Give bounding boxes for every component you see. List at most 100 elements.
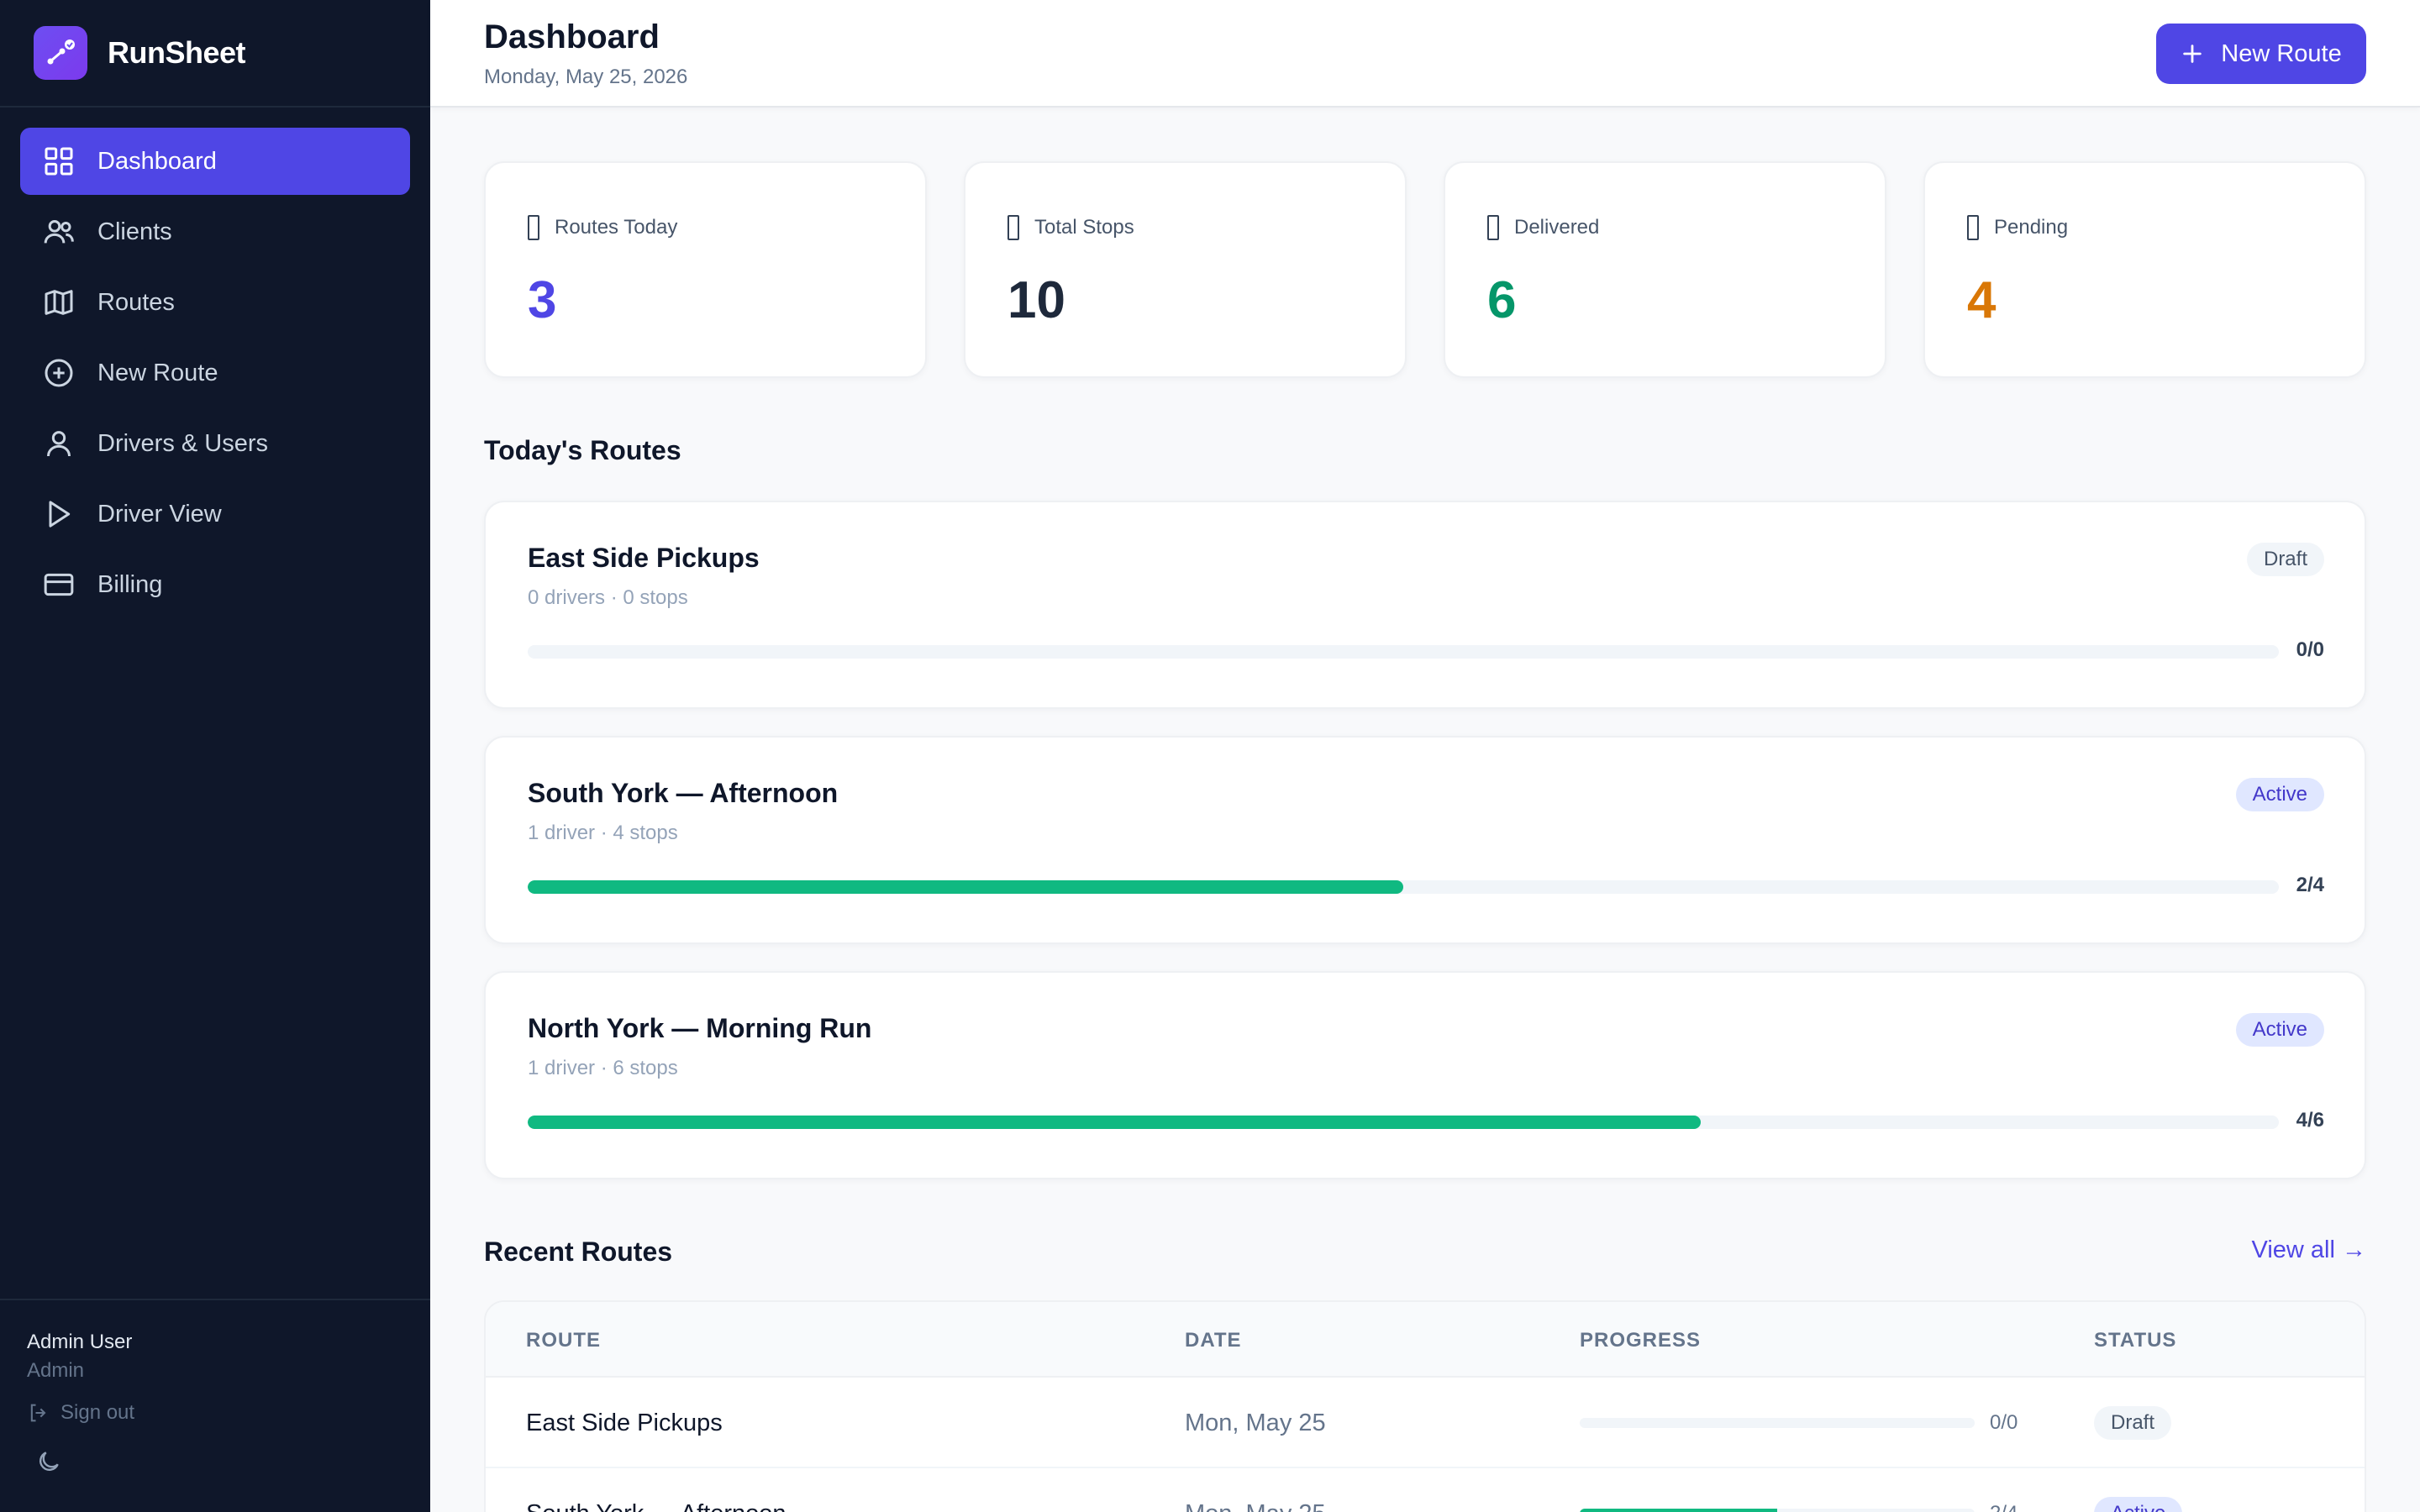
stat-card-total-stops: Total Stops 10 bbox=[964, 161, 1407, 378]
sidebar-item-label: Billing bbox=[97, 570, 163, 598]
status-badge: Draft bbox=[2246, 543, 2324, 576]
new-route-button[interactable]: New Route bbox=[2156, 24, 2366, 84]
cell-route: South York — Afternoon bbox=[526, 1500, 786, 1512]
progress-bar bbox=[1580, 1509, 1975, 1512]
route-meta: 0 drivers · 0 stops bbox=[528, 586, 688, 609]
user-icon bbox=[40, 425, 77, 462]
topbar: Dashboard Monday, May 25, 2026 New Route bbox=[430, 0, 2420, 108]
route-check-icon bbox=[34, 26, 87, 80]
cell-route: East Side Pickups bbox=[526, 1410, 723, 1436]
column-header-date[interactable]: DATE bbox=[1185, 1329, 1242, 1352]
status-badge: Active bbox=[2235, 1013, 2324, 1047]
theme-toggle-button[interactable] bbox=[35, 1448, 66, 1478]
progress-text: 2/4 bbox=[2296, 874, 2324, 896]
progress-text: 0/0 bbox=[2296, 638, 2324, 661]
sidebar-item-billing[interactable]: Billing bbox=[20, 551, 410, 618]
progress-fill bbox=[528, 1116, 1702, 1129]
route-name: South York — Afternoon bbox=[528, 778, 839, 808]
users-icon bbox=[40, 213, 77, 250]
page-date: Monday, May 25, 2026 bbox=[484, 66, 688, 88]
column-header-progress[interactable]: PROGRESS bbox=[1580, 1329, 1702, 1352]
new-route-label: New Route bbox=[2221, 39, 2342, 67]
recent-routes-table: ROUTE DATE PROGRESS STATUS East Side Pic… bbox=[484, 1300, 2366, 1512]
stat-icon bbox=[1007, 215, 1019, 240]
sidebar-item-label: Drivers & Users bbox=[97, 429, 269, 457]
route-card-1[interactable]: South York — Afternoon 1 driver · 4 stop… bbox=[484, 736, 2366, 944]
stat-card-routes-today: Routes Today 3 bbox=[484, 161, 927, 378]
sidebar-item-new-route[interactable]: New Route bbox=[20, 339, 410, 407]
progress-bar bbox=[528, 880, 2279, 894]
route-card-2[interactable]: North York — Morning Run 1 driver · 6 st… bbox=[484, 971, 2366, 1179]
sidebar-item-clients[interactable]: Clients bbox=[20, 198, 410, 265]
cell-date: Mon, May 25 bbox=[1185, 1410, 1326, 1436]
plus-icon bbox=[2183, 45, 2202, 63]
cell-progress-text: 0/0 bbox=[1990, 1411, 2018, 1434]
status-badge: Active bbox=[2235, 778, 2324, 811]
sidebar-item-label: Driver View bbox=[97, 500, 222, 528]
stat-icon bbox=[1487, 215, 1499, 240]
status-badge: Draft bbox=[2094, 1406, 2172, 1440]
stat-icon bbox=[528, 215, 539, 240]
sidebar-item-drivers-users[interactable]: Drivers & Users bbox=[20, 410, 410, 477]
sign-out-link[interactable]: Sign out bbox=[27, 1401, 403, 1425]
grid-icon bbox=[40, 143, 77, 180]
todays-routes-title: Today's Routes bbox=[484, 435, 681, 465]
route-meta: 1 driver · 4 stops bbox=[528, 822, 678, 844]
status-badge: Active bbox=[2094, 1497, 2183, 1512]
map-icon bbox=[40, 284, 77, 321]
sidebar-item-label: Dashboard bbox=[97, 147, 217, 175]
progress-text: 4/6 bbox=[2296, 1109, 2324, 1131]
route-name: East Side Pickups bbox=[528, 543, 760, 573]
sidebar-footer: Admin User Admin Sign out bbox=[0, 1299, 430, 1512]
main-content: Dashboard Monday, May 25, 2026 New Route… bbox=[430, 0, 2420, 1512]
sidebar-item-label: Routes bbox=[97, 288, 175, 316]
recent-routes-title: Recent Routes bbox=[484, 1236, 673, 1267]
cell-progress-text: 2/4 bbox=[1990, 1502, 2018, 1512]
column-header-status[interactable]: STATUS bbox=[2094, 1329, 2177, 1352]
sidebar-item-routes[interactable]: Routes bbox=[20, 269, 410, 336]
page-title: Dashboard bbox=[484, 18, 660, 55]
cell-date: Mon, May 25 bbox=[1185, 1500, 1326, 1512]
stat-label: Pending bbox=[1994, 216, 2069, 239]
stat-label: Total Stops bbox=[1034, 216, 1134, 239]
stat-label: Delivered bbox=[1514, 216, 1600, 239]
route-card-0[interactable]: East Side Pickups 0 drivers · 0 stops Dr… bbox=[484, 501, 2366, 709]
user-name: Admin User bbox=[27, 1331, 133, 1353]
stat-value: 4 bbox=[1967, 271, 1996, 329]
table-row[interactable]: East Side Pickups Mon, May 25 0/0 Draft bbox=[486, 1378, 2365, 1468]
progress-fill bbox=[1580, 1509, 1777, 1512]
sign-out-icon bbox=[30, 1404, 46, 1422]
credit-card-icon bbox=[40, 566, 77, 603]
stat-value: 10 bbox=[1007, 271, 1065, 329]
stats-row: Routes Today 3 Total Stops 10 Delivered … bbox=[484, 161, 2366, 378]
stat-label: Routes Today bbox=[555, 216, 678, 239]
brand[interactable]: RunSheet bbox=[0, 0, 430, 108]
sidebar-item-label: New Route bbox=[97, 359, 218, 386]
sidebar-item-dashboard[interactable]: Dashboard bbox=[20, 128, 410, 195]
progress-bar bbox=[528, 1116, 2279, 1129]
sidebar: RunSheet Dashboard Clients Routes New Ro… bbox=[0, 0, 430, 1512]
progress-bar bbox=[1580, 1418, 1975, 1428]
sidebar-item-driver-view[interactable]: Driver View bbox=[20, 480, 410, 548]
sign-out-label: Sign out bbox=[60, 1401, 135, 1424]
stat-value: 6 bbox=[1487, 271, 1517, 329]
plus-circle-icon bbox=[40, 354, 77, 391]
stat-icon bbox=[1967, 215, 1979, 240]
stat-value: 3 bbox=[528, 271, 557, 329]
progress-fill bbox=[528, 880, 1403, 894]
table-header: ROUTE DATE PROGRESS STATUS bbox=[486, 1302, 2365, 1378]
user-role: Admin bbox=[27, 1359, 85, 1382]
stat-card-pending: Pending 4 bbox=[1923, 161, 2366, 378]
table-row[interactable]: South York — Afternoon Mon, May 25 2/4 A… bbox=[486, 1468, 2365, 1512]
moon-icon bbox=[39, 1452, 59, 1471]
brand-name: RunSheet bbox=[108, 35, 246, 70]
stat-card-delivered: Delivered 6 bbox=[1444, 161, 1886, 378]
route-meta: 1 driver · 6 stops bbox=[528, 1057, 678, 1079]
view-all-link[interactable]: View all → bbox=[2251, 1236, 2366, 1263]
sidebar-item-label: Clients bbox=[97, 218, 172, 245]
column-header-route[interactable]: ROUTE bbox=[526, 1329, 601, 1352]
progress-bar bbox=[528, 645, 2279, 659]
play-icon bbox=[40, 496, 77, 533]
route-name: North York — Morning Run bbox=[528, 1013, 872, 1043]
sidebar-nav: Dashboard Clients Routes New Route Drive… bbox=[0, 108, 430, 642]
